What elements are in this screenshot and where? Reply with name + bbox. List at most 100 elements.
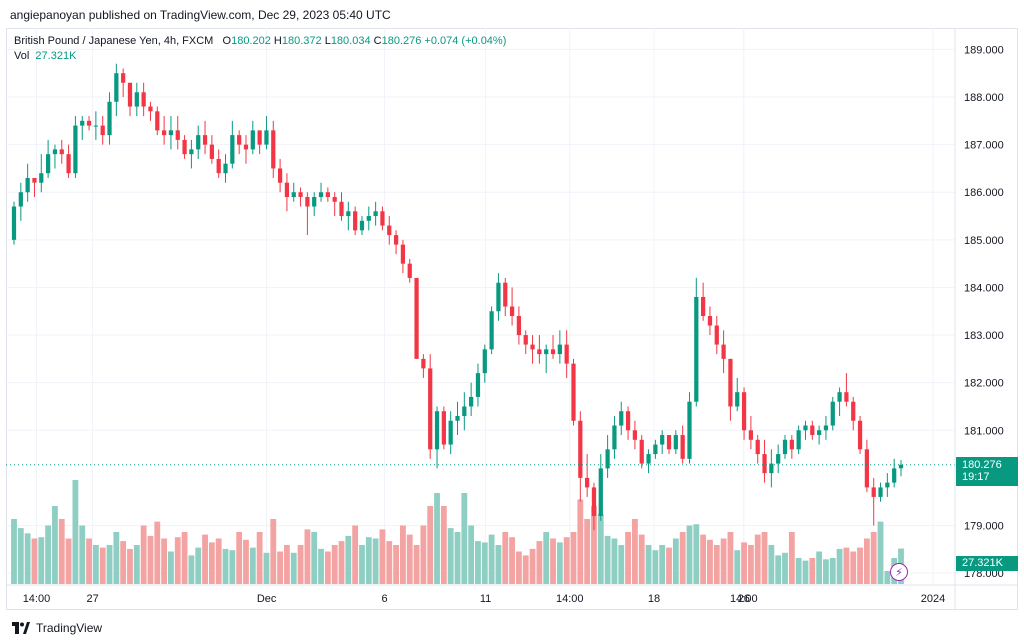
candle xyxy=(148,101,153,121)
candle-body xyxy=(598,468,603,516)
volume-bar xyxy=(597,513,604,584)
candle-body xyxy=(892,468,897,483)
volume-bar xyxy=(365,537,372,584)
volume-bar xyxy=(707,539,713,584)
candle xyxy=(653,439,658,459)
volume-bar xyxy=(304,529,311,584)
candle-body xyxy=(373,211,378,217)
candle-body xyxy=(32,177,37,183)
volume-bar xyxy=(92,545,99,584)
candle xyxy=(673,430,678,455)
volume-bar xyxy=(72,480,79,584)
legend-row-volume: Vol 27.321K xyxy=(14,49,506,64)
volume-bar xyxy=(331,545,338,584)
candle xyxy=(469,382,474,416)
candle-body xyxy=(550,349,556,355)
candle xyxy=(100,116,105,145)
candle xyxy=(434,406,440,469)
candle-body xyxy=(168,130,174,136)
time-tick: Dec xyxy=(257,593,277,605)
candle xyxy=(776,444,781,474)
volume-bar xyxy=(447,528,454,584)
candle-body xyxy=(503,282,508,307)
volume-bar xyxy=(720,538,727,584)
candle xyxy=(619,401,624,436)
footer: TradingView xyxy=(0,614,1024,643)
candle xyxy=(721,330,726,374)
candle-body xyxy=(277,168,283,183)
volume-bar xyxy=(24,533,31,584)
volume-bar xyxy=(570,532,577,584)
lightning-icon[interactable]: ⚡︎ xyxy=(890,563,908,581)
candle xyxy=(537,335,542,364)
candle-body xyxy=(817,430,822,436)
time-tick: 14:00 xyxy=(23,593,51,605)
candle xyxy=(209,135,214,164)
candle xyxy=(687,392,692,464)
candle-body xyxy=(66,154,71,174)
candle-body xyxy=(196,135,201,150)
volume-bar xyxy=(877,521,884,584)
candle xyxy=(202,120,208,155)
symbol-title[interactable]: British Pound / Japanese Yen, 4h, FXCM xyxy=(14,35,214,47)
candle-body xyxy=(619,411,624,426)
candle-body xyxy=(878,487,883,497)
volume-bar xyxy=(324,551,331,584)
candle-body xyxy=(489,311,494,350)
candle-body xyxy=(189,149,194,155)
candle xyxy=(475,363,481,407)
last-price-label: 180.276 19:17 xyxy=(956,456,1018,486)
volume-bar xyxy=(884,571,891,584)
candle-body xyxy=(175,130,180,140)
volume-bar xyxy=(195,547,202,584)
candle xyxy=(489,306,494,355)
candle-body xyxy=(864,449,869,488)
candle-body xyxy=(237,135,242,145)
volume-bar xyxy=(229,550,236,584)
candle xyxy=(46,139,51,178)
volume-bar xyxy=(625,532,631,584)
volume-bar xyxy=(52,506,58,584)
candle xyxy=(196,125,201,159)
volume-bar xyxy=(270,519,277,584)
time-tick: 11 xyxy=(480,593,491,605)
candle-body xyxy=(257,130,262,145)
time-tick: 2024 xyxy=(921,593,945,605)
candle xyxy=(393,230,399,255)
candle-body xyxy=(366,216,371,221)
candle-body xyxy=(871,487,876,497)
candle xyxy=(339,192,344,221)
candle-body xyxy=(748,430,754,440)
change-value: +0.074 (+0.04%) xyxy=(424,35,507,47)
candle xyxy=(892,458,897,488)
candle-body xyxy=(441,411,446,445)
candle-body xyxy=(148,106,153,112)
volume-bar xyxy=(591,506,597,584)
tradingview-logo[interactable]: TradingView xyxy=(12,621,102,635)
candle xyxy=(216,149,221,178)
candle xyxy=(305,192,310,236)
volume-bar xyxy=(788,532,795,584)
candle-body xyxy=(557,344,562,355)
candle xyxy=(250,120,255,155)
candle-body xyxy=(421,358,426,369)
volume-bar xyxy=(475,541,481,584)
candle-body xyxy=(407,263,412,278)
candle-body xyxy=(339,201,344,217)
candle xyxy=(735,377,740,412)
volume-bar xyxy=(99,547,106,584)
volume-bar xyxy=(386,541,393,584)
tradingview-brand: TradingView xyxy=(36,621,103,635)
candle xyxy=(161,116,167,145)
candle-body xyxy=(823,425,829,431)
volume-bar xyxy=(86,538,92,584)
candle-body xyxy=(264,130,269,145)
volume-bar xyxy=(400,525,406,584)
volume-bar xyxy=(556,542,563,584)
bar-countdown: 19:17 xyxy=(962,470,990,483)
candle-body xyxy=(496,282,501,312)
high-value: 180.372 xyxy=(281,35,322,47)
candle xyxy=(107,92,112,145)
chart-frame[interactable] xyxy=(6,28,1018,610)
